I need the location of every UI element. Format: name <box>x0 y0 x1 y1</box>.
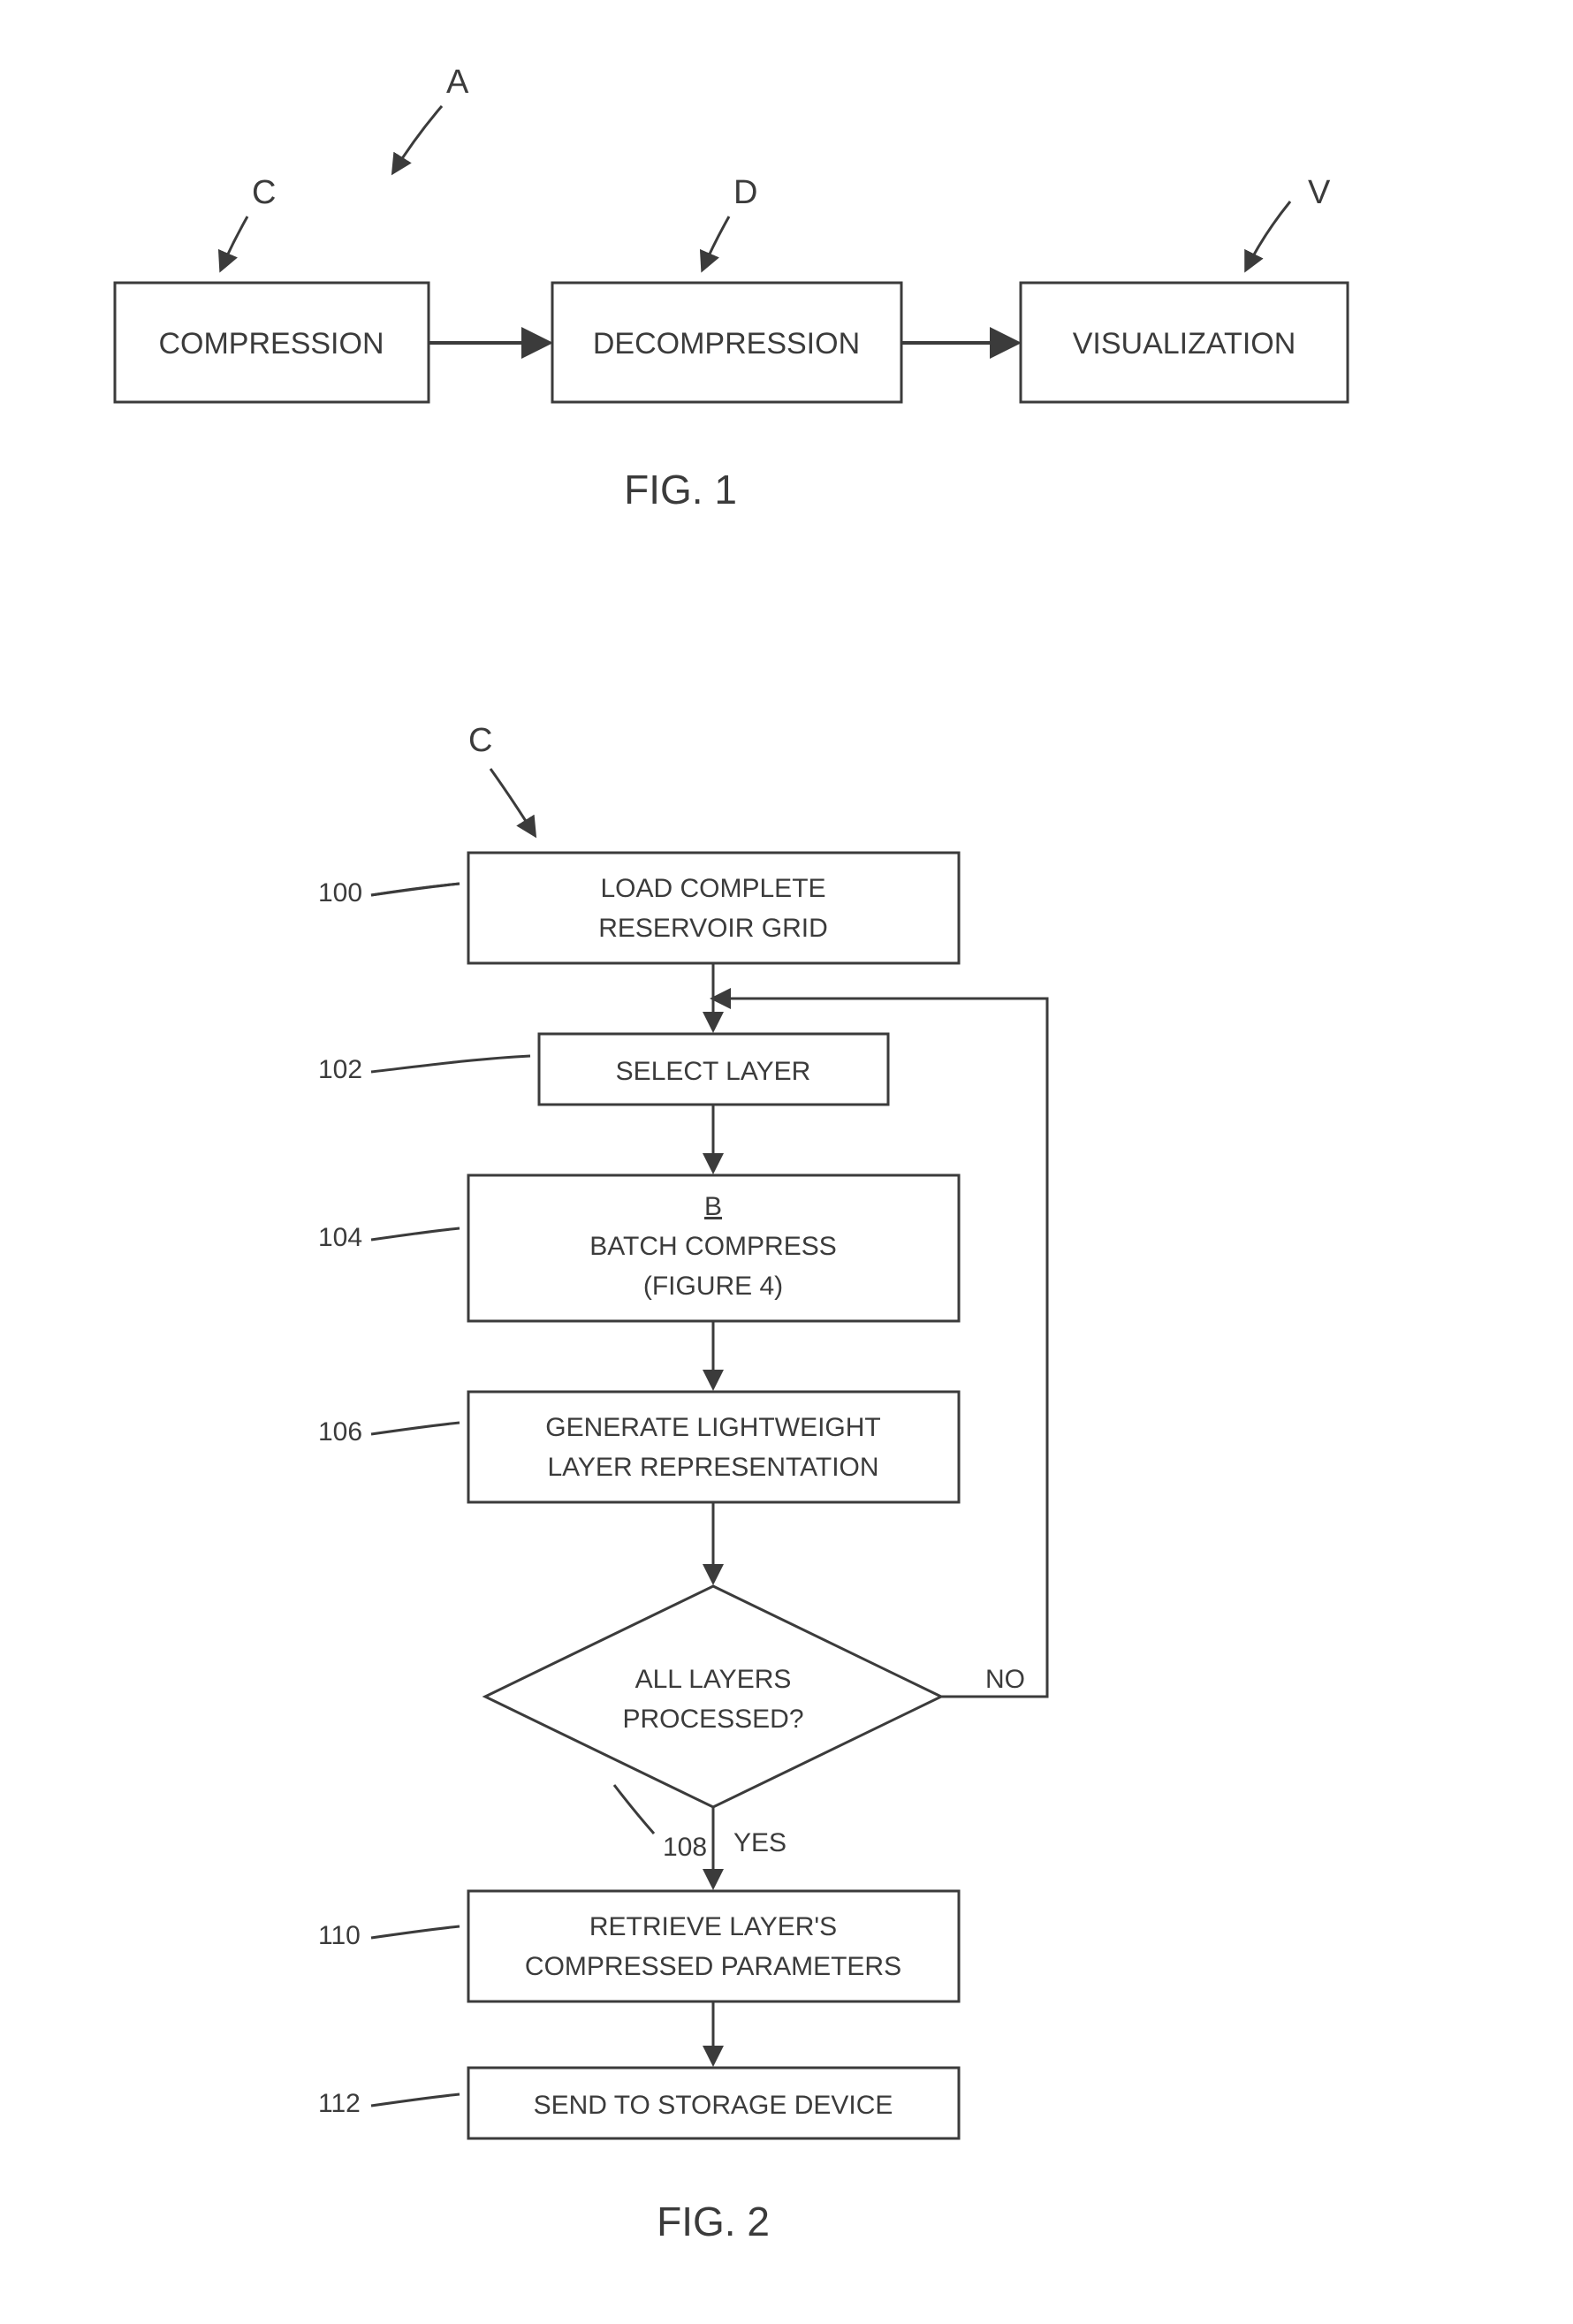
callout-a-arrow <box>393 106 442 172</box>
callout-d: D <box>733 174 757 211</box>
step-104-line1: BATCH COMPRESS <box>589 1232 836 1261</box>
decision-108 <box>485 1586 941 1807</box>
box-step-106 <box>468 1392 959 1502</box>
step-106-line2: LAYER REPRESENTATION <box>547 1453 878 1482</box>
callout-v-arrow <box>1246 201 1290 270</box>
step-100-lead2 <box>371 884 460 895</box>
diagram-canvas: A C D V COMPRESSION DECOMPRESSION VISUAL… <box>0 0 1573 2324</box>
step-112-lead <box>371 2094 460 2106</box>
step-104-label: 104 <box>318 1223 362 1252</box>
decision-line1: ALL LAYERS <box>635 1665 792 1694</box>
callout-d-arrow <box>703 216 729 270</box>
step-102-label-text: SELECT LAYER <box>616 1057 811 1086</box>
callout-c-arrow <box>221 216 247 270</box>
step-100-line2: RESERVOIR GRID <box>598 914 828 943</box>
figure-1: A C D V COMPRESSION DECOMPRESSION VISUAL… <box>115 64 1348 513</box>
step-100-label: 100 <box>318 878 362 908</box>
step-110-label: 110 <box>318 1921 361 1950</box>
decision-yes: YES <box>733 1828 786 1857</box>
figure-2: C LOAD COMPLETE RESERVOIR GRID 100 SELEC… <box>318 722 1047 2244</box>
callout-a: A <box>446 64 469 101</box>
step-100-line1: LOAD COMPLETE <box>600 874 825 903</box>
box-step-110 <box>468 1891 959 2001</box>
step-108-lead <box>614 1785 654 1834</box>
figure-1-caption: FIG. 1 <box>624 467 737 513</box>
callout-c2-arrow <box>490 769 535 835</box>
step-106-lead <box>371 1423 460 1434</box>
step-108-label: 108 <box>663 1833 707 1862</box>
step-112-text: SEND TO STORAGE DEVICE <box>534 2091 893 2120</box>
step-106-label: 106 <box>318 1417 362 1447</box>
box-decompression-label: DECOMPRESSION <box>593 327 860 361</box>
step-102-label: 102 <box>318 1055 362 1084</box>
decision-no: NO <box>985 1665 1025 1694</box>
figure-2-caption: FIG. 2 <box>657 2199 770 2244</box>
callout-c: C <box>252 174 276 211</box>
callout-v: V <box>1308 174 1331 211</box>
box-visualization-label: VISUALIZATION <box>1073 327 1296 361</box>
step-110-lead <box>371 1926 460 1938</box>
step-104-tag: B <box>704 1192 722 1221</box>
box-compression-label: COMPRESSION <box>158 327 384 361</box>
decision-line2: PROCESSED? <box>622 1705 803 1734</box>
box-step-100 <box>468 853 959 963</box>
step-104-lead <box>371 1228 460 1240</box>
step-112-label: 112 <box>318 2089 361 2118</box>
callout-c2: C <box>468 722 492 759</box>
step-104-line2: (FIGURE 4) <box>643 1272 783 1301</box>
step-110-line1: RETRIEVE LAYER'S <box>589 1912 837 1941</box>
step-102-lead <box>371 1056 530 1072</box>
step-110-line2: COMPRESSED PARAMETERS <box>525 1952 901 1981</box>
step-106-line1: GENERATE LIGHTWEIGHT <box>545 1413 880 1442</box>
